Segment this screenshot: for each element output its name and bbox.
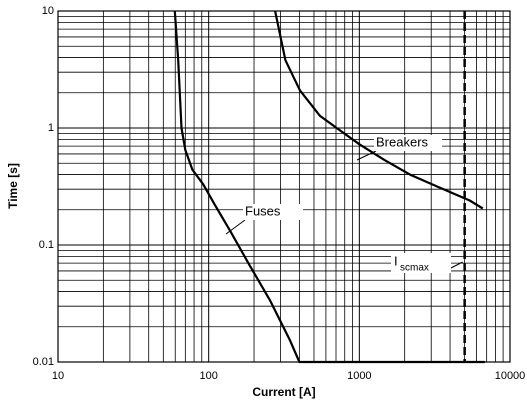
leader-line <box>225 219 246 235</box>
y-tick-label: 10 <box>42 5 54 17</box>
series-label: Fuses <box>245 203 281 218</box>
leader-line <box>356 150 377 161</box>
x-axis-title: Current [A] <box>252 385 315 399</box>
label-box <box>391 253 451 273</box>
series-line <box>274 10 484 210</box>
x-tick-label: 100 <box>199 370 217 382</box>
y-axis-title: Time [s] <box>6 163 20 209</box>
label-box <box>243 204 303 220</box>
reference-label-subscript: scmax <box>400 263 429 274</box>
plot-frame <box>57 10 511 363</box>
series-line <box>173 10 485 364</box>
y-tick-label: 0.1 <box>39 239 54 251</box>
x-tick-label: 10 <box>52 370 64 382</box>
y-tick-label: 0.01 <box>33 356 54 368</box>
y-tick-label: 1 <box>48 122 54 134</box>
x-tick-label: 10000 <box>495 370 526 382</box>
label-box <box>374 135 442 151</box>
leader-line <box>450 261 463 269</box>
series-label: Breakers <box>376 134 429 149</box>
x-tick-label: 1000 <box>347 370 371 382</box>
reference-label: I <box>394 253 398 268</box>
